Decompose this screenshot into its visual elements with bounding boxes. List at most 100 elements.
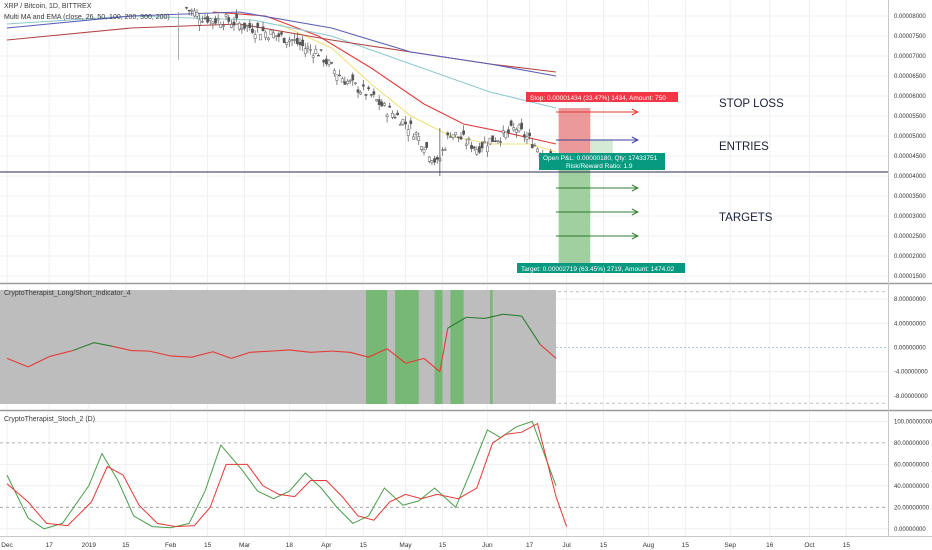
stop-loss-annotation[interactable]: STOP LOSS [719,98,784,110]
longshort-segment [439,328,449,372]
x-tick-label: 15 [600,542,608,549]
candle-body [229,24,233,28]
indicator-lines [6,313,568,530]
candle-body [298,42,302,46]
candle-body [311,55,315,58]
candle-body [285,41,289,45]
candle-body [475,149,479,155]
position-tool[interactable] [558,108,613,268]
y-tick-label: 0.00003000 [894,214,926,220]
candle-body [208,18,212,21]
candle-body [512,127,516,131]
profit-zone[interactable] [558,160,591,268]
longshort-segment [131,349,150,352]
candle-body [398,124,402,126]
candle-body [396,112,399,116]
longshort-segment [112,345,132,352]
candle-body [309,49,312,51]
candle-body [195,12,199,17]
candle-body [343,81,347,85]
candle-body [388,105,392,108]
longshort-segment [503,313,522,317]
x-tick-label: Jun [482,542,493,549]
bullish-band [450,290,464,404]
candle-body [517,124,521,132]
candle-body [456,136,460,138]
candle-body [478,146,481,153]
x-tick-label: Dec [1,542,13,549]
candle-body [433,158,436,163]
candle-body [385,114,389,118]
candle-body [509,120,513,126]
x-tick-label: Feb [165,542,177,549]
candle-body [422,149,426,153]
longshort-segment [423,357,441,373]
stoch-line [6,422,568,528]
candle-body [216,18,220,21]
candle-body [401,119,405,125]
candle-body [427,156,431,162]
longshort-segment [331,350,351,353]
candle-body [430,160,434,163]
gridlines [0,0,888,536]
y-tick-label: 0.00005000 [894,134,926,140]
candle-body [327,60,331,65]
candle-body [269,29,273,35]
candle-body [501,130,505,134]
candle-body [259,34,262,41]
candle-body [261,26,265,32]
candle-body [322,60,326,63]
x-tick-label: Apr [321,542,332,549]
y-tick-label: 0.00002000 [894,254,926,260]
candle-body [536,148,539,153]
y-tick-label: 60.00000000 [894,462,930,468]
x-tick-label: Mar [239,542,251,549]
arrow-head [631,208,639,216]
candle-body [235,13,238,19]
candle-body [295,37,299,44]
y-tick-label: 100.00000000 [894,419,932,425]
y-tick-label: 40.00000000 [894,484,930,490]
x-tick-label: May [399,542,412,549]
stoch-indicator-title: CryptoTherapist_Stoch_2 (D) [4,416,95,423]
candle-body [451,134,455,138]
y-tick-label: 20.00000000 [894,505,930,511]
candle-body [330,62,333,64]
x-tick-label: 17 [46,542,54,549]
candle-body [470,144,473,150]
bullish-band [434,290,443,404]
candle-body [200,21,204,23]
y-tick-label: 8.00000000 [894,297,926,303]
candle-body [377,99,381,105]
arrow-head [631,136,639,144]
candle-body [245,25,249,27]
candle-body [393,116,397,119]
x-tick-label: 15 [204,542,212,549]
candle-body [237,23,241,30]
y-tick-label: 0.00002500 [894,234,926,240]
targets-annotation[interactable]: TARGETS [719,212,773,224]
longshort-segment [249,350,271,353]
x-tick-label: Oct [804,542,814,549]
x-tick-label: 15 [843,542,851,549]
x-tick-label: Jul [562,542,571,549]
longshort-indicator-title: CryptoTherapist_Long/Short_Indicator_4 [4,290,131,297]
candle-body [274,35,278,37]
candle-body [282,37,286,43]
candle-body [391,112,394,118]
y-tick-label: 0.00006500 [894,74,926,80]
x-tick-label: 2019 [82,542,97,549]
longshort-segment [191,351,214,358]
candle-body [306,46,310,49]
candle-body [314,49,318,54]
entries-annotation[interactable]: ENTRIES [719,141,769,153]
candle-body [251,28,254,33]
chart-title: XRP / Bitcoin, 1D, BITTREX [4,3,92,10]
y-tick-label: -8.00000000 [894,394,928,400]
stop-zone[interactable] [558,108,591,160]
longshort-segment [405,357,425,364]
longshort-segment [521,315,541,345]
y-tick-label: 0.00004500 [894,154,926,160]
candle-body [193,10,196,17]
